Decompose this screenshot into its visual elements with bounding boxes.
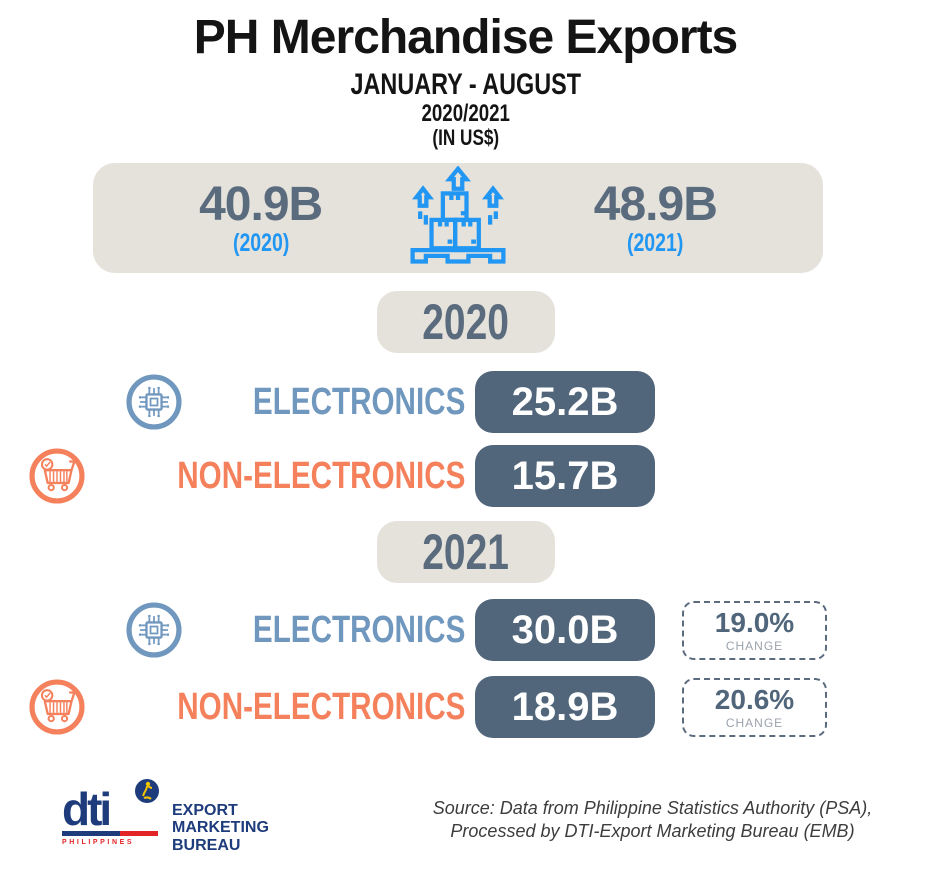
total-2021-year: (2021) [627,228,684,257]
row-2020-non-electronics: NON-ELECTRONICS 15.7B [0,445,931,507]
header: PH Merchandise Exports JANUARY - AUGUST … [0,10,931,151]
dti-country-label: PHILIPPINES [62,839,135,847]
section-2021-year: 2021 [422,524,509,580]
row-2021-electronics: ELECTRONICS 30.0B 19.0% CHANGE [0,599,931,661]
change-label: CHANGE [725,715,784,730]
dti-wordmark: dti [62,783,112,835]
value-badge: 18.9B [475,676,655,738]
value-badge: 25.2B [475,371,655,433]
total-2020-year: (2020) [232,228,289,257]
total-2021-value: 48.9B [593,177,718,231]
value-badge: 30.0B [475,599,655,661]
section-2020-header: 2020 [376,291,555,353]
dti-flag-bar [62,831,158,837]
subtitle: JANUARY - AUGUST [350,68,581,101]
bureau-name: EXPORT MARKETING BUREAU [172,802,269,854]
page-title: PH Merchandise Exports [193,11,739,64]
category-label: ELECTRONICS [252,608,465,651]
source-line-1: Source: Data from Philippine Statistics … [432,798,873,818]
period-label: 2020/2021 [421,100,510,127]
total-2020-value: 40.9B [199,177,323,231]
totals-banner: 40.9B (2020) 48.9B (2021) [93,163,823,273]
row-2021-non-electronics: NON-ELECTRONICS 18.9B 20.6% CHANGE [0,676,931,738]
cart-icon [28,679,85,735]
value-badge: 15.7B [475,445,655,507]
change-label: CHANGE [725,638,784,653]
source-attribution: Source: Data from Philippine Statistics … [380,797,925,844]
total-2021-block: 48.9B (2021) [525,177,785,257]
microchip-icon [126,602,182,658]
dti-emb-logo: dti PHILIPPINES EXPORT MARKETING BUREAU [62,779,269,854]
change-value: 19.0% [714,606,795,638]
dti-seal-icon [135,779,159,803]
change-badge: 19.0% CHANGE [682,600,827,660]
category-label: NON-ELECTRONICS [176,685,465,728]
change-value: 20.6% [714,683,795,715]
total-2020-block: 40.9B (2020) [131,177,391,257]
export-boxes-icon [410,166,506,264]
section-2021-header: 2021 [376,521,555,583]
source-line-2: Processed by DTI-Export Marketing Bureau… [450,821,855,842]
category-label: NON-ELECTRONICS [176,454,465,497]
cart-icon [28,448,85,504]
section-2020-year: 2020 [422,294,509,350]
row-2020-electronics: ELECTRONICS 25.2B [0,371,931,433]
change-badge: 20.6% CHANGE [682,677,827,737]
category-label: ELECTRONICS [252,380,465,423]
unit-label: (IN US$) [432,125,499,150]
microchip-icon [126,374,182,430]
